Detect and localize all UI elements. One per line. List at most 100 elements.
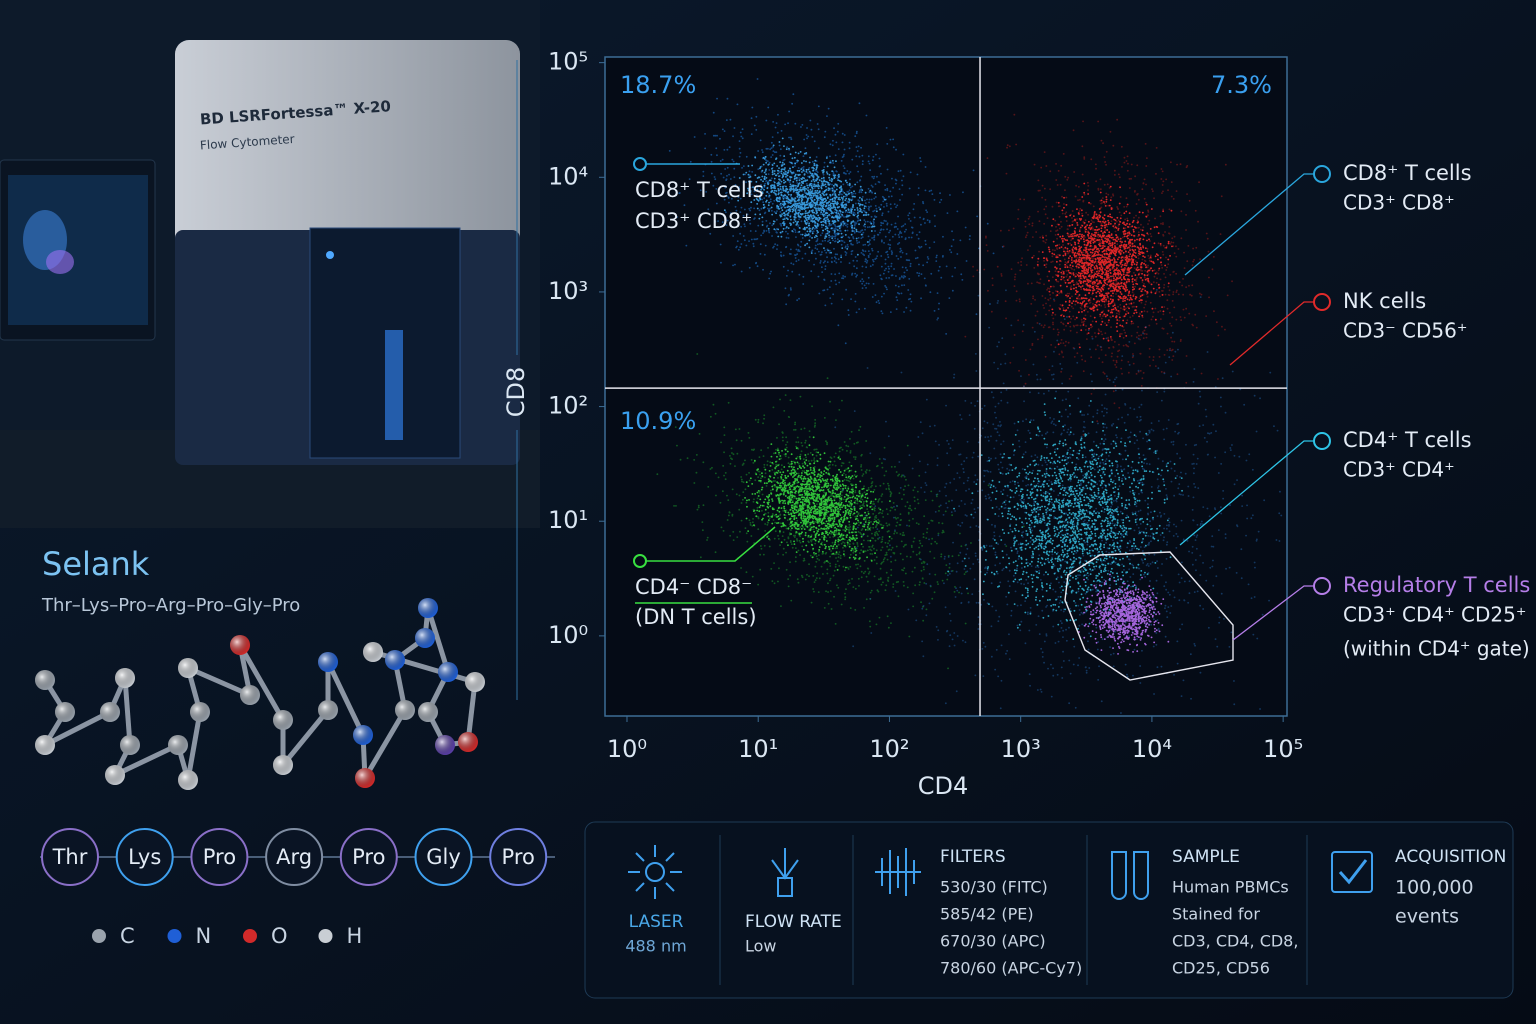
atom-label: H	[347, 924, 363, 948]
bond	[43, 709, 112, 748]
atom-shine	[418, 598, 438, 618]
atom-shine	[458, 732, 478, 752]
atom-shine	[55, 702, 75, 722]
setting-line: Human PBMCs	[1172, 878, 1289, 897]
setting-title: ACQUISITION	[1395, 847, 1506, 867]
y-tick-label: 10¹	[548, 506, 588, 534]
filter-icon	[875, 848, 921, 896]
setting-line: events	[1395, 906, 1459, 928]
atom-shine	[435, 735, 455, 755]
legend-detail: CD3⁺ CD4⁺	[1343, 458, 1455, 482]
quadrant-percent: 7.3%	[1211, 71, 1272, 99]
legend-detail: CD3⁻ CD56⁺	[1343, 319, 1467, 343]
flow-icon	[771, 848, 799, 897]
residue-label: Arg	[276, 845, 312, 869]
cell-cloud	[744, 436, 891, 571]
atom-key	[318, 929, 333, 943]
atom-shine	[190, 702, 210, 722]
scatter-clouds	[656, 78, 1283, 714]
cell-cloud	[1078, 573, 1170, 655]
atom-shine	[318, 700, 338, 720]
bond	[465, 681, 478, 743]
treg-gate	[1064, 551, 1234, 681]
leader-line	[1179, 440, 1314, 546]
inline-label: (DN T cells)	[635, 605, 757, 629]
x-axis-label: CD4	[918, 772, 969, 800]
peptide-sequence: Thr–Lys–Pro–Arg–Pro–Gly–Pro	[41, 595, 300, 616]
indicator	[326, 251, 334, 259]
residue-circle	[41, 828, 99, 886]
atom-shine	[363, 642, 383, 662]
atom-key	[92, 929, 106, 943]
panel-icons	[628, 845, 1373, 900]
legend-name: CD8⁺ T cells	[1343, 161, 1472, 185]
quadrant-percent: 10.9%	[620, 407, 696, 435]
monitor-blob	[46, 250, 74, 274]
bond	[122, 677, 133, 746]
atom-shine	[115, 668, 135, 688]
bond	[325, 660, 366, 737]
residue-label: Gly	[426, 845, 461, 869]
x-tick-label: 10⁴	[1132, 735, 1172, 763]
atom-shine	[105, 765, 125, 785]
setting-line: 100,000	[1395, 877, 1474, 899]
y-tick-label: 10⁴	[548, 162, 588, 190]
y-tick-label: 10²	[548, 392, 588, 420]
atom-shine	[100, 702, 120, 722]
bond	[187, 665, 251, 698]
bond	[425, 607, 451, 673]
residue-circle	[489, 828, 548, 886]
residue-label: Thr	[52, 845, 88, 869]
atom-key	[243, 929, 257, 943]
laser-rays	[628, 845, 682, 899]
leader-line	[1232, 585, 1314, 641]
atom-shine	[395, 700, 415, 720]
residue-label: Lys	[128, 845, 161, 869]
settings-panel	[584, 821, 1514, 999]
x-tick-label: 10⁰	[607, 735, 647, 763]
legend-detail: CD3⁺ CD8⁺	[1343, 191, 1455, 215]
y-tick-label: 10⁵	[548, 48, 588, 76]
setting-title: LASER	[629, 912, 684, 932]
bond	[113, 742, 180, 778]
residue-label: Pro	[502, 845, 535, 869]
setting-title: FILTERS	[940, 847, 1006, 867]
setting-line: 585/42 (PE)	[940, 905, 1034, 924]
bond	[237, 643, 286, 722]
residue-circle	[115, 828, 174, 886]
x-tick-label: 10¹	[738, 735, 778, 763]
atom-shine	[35, 670, 55, 690]
legend-detail: (within CD4⁺ gate)	[1343, 637, 1530, 661]
residue-label: Pro	[352, 845, 385, 869]
x-tick-label: 10⁵	[1263, 735, 1303, 763]
atom-shine	[178, 770, 198, 790]
atom-shine	[353, 725, 373, 745]
tube-icon	[1111, 851, 1149, 900]
atom-shine	[418, 702, 438, 722]
y-axis-label: CD8	[502, 367, 530, 418]
atom-shine	[240, 685, 260, 705]
instrument-scene	[0, 0, 540, 528]
atom-shine	[415, 628, 435, 648]
check-mark	[1338, 859, 1368, 885]
instrument-top	[175, 40, 520, 280]
setting-line: 670/30 (APC)	[940, 932, 1046, 951]
inline-label: CD4⁻ CD8⁻	[635, 575, 752, 599]
check-box	[1331, 851, 1373, 893]
atom-label: O	[271, 924, 288, 948]
inline-label: CD3⁺ CD8⁺	[635, 209, 752, 233]
cell-cloud	[947, 397, 1183, 640]
bond	[362, 708, 408, 780]
bond	[185, 711, 203, 781]
setting-line: 488 nm	[625, 937, 686, 956]
atom-shine	[178, 658, 198, 678]
y-tick-label: 10³	[548, 277, 588, 305]
residue-circle	[265, 828, 324, 886]
leader-line	[1229, 301, 1314, 366]
residue-label: Pro	[203, 845, 236, 869]
atom-label: C	[120, 924, 135, 948]
setting-line: 780/60 (APC-Cy7)	[940, 959, 1082, 978]
x-tick-label: 10³	[1001, 735, 1041, 763]
plot-frame	[604, 56, 1288, 717]
atom-shine	[273, 710, 293, 730]
